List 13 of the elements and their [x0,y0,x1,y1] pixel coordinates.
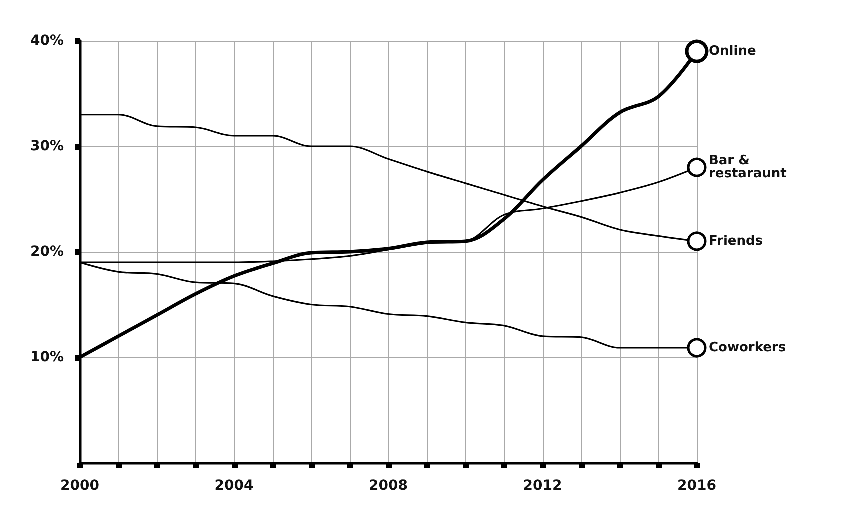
y-tick-label: 40% [30,33,64,49]
y-tick-label: 20% [30,244,64,260]
series-label: Friends [709,234,764,249]
series-label: Bar & restaraunt [709,154,787,182]
x-tick-label: 2012 [523,478,562,494]
series-label: Online [709,44,756,60]
x-tick-label: 2008 [369,478,408,494]
x-tick-label: 2004 [214,478,254,494]
x-tick-label: 2000 [60,478,100,494]
y-tick-label: 30% [30,138,64,154]
series-label: Coworkers [709,340,786,356]
y-tick-label: 10% [30,350,64,366]
x-tick-label: 2016 [678,478,716,494]
